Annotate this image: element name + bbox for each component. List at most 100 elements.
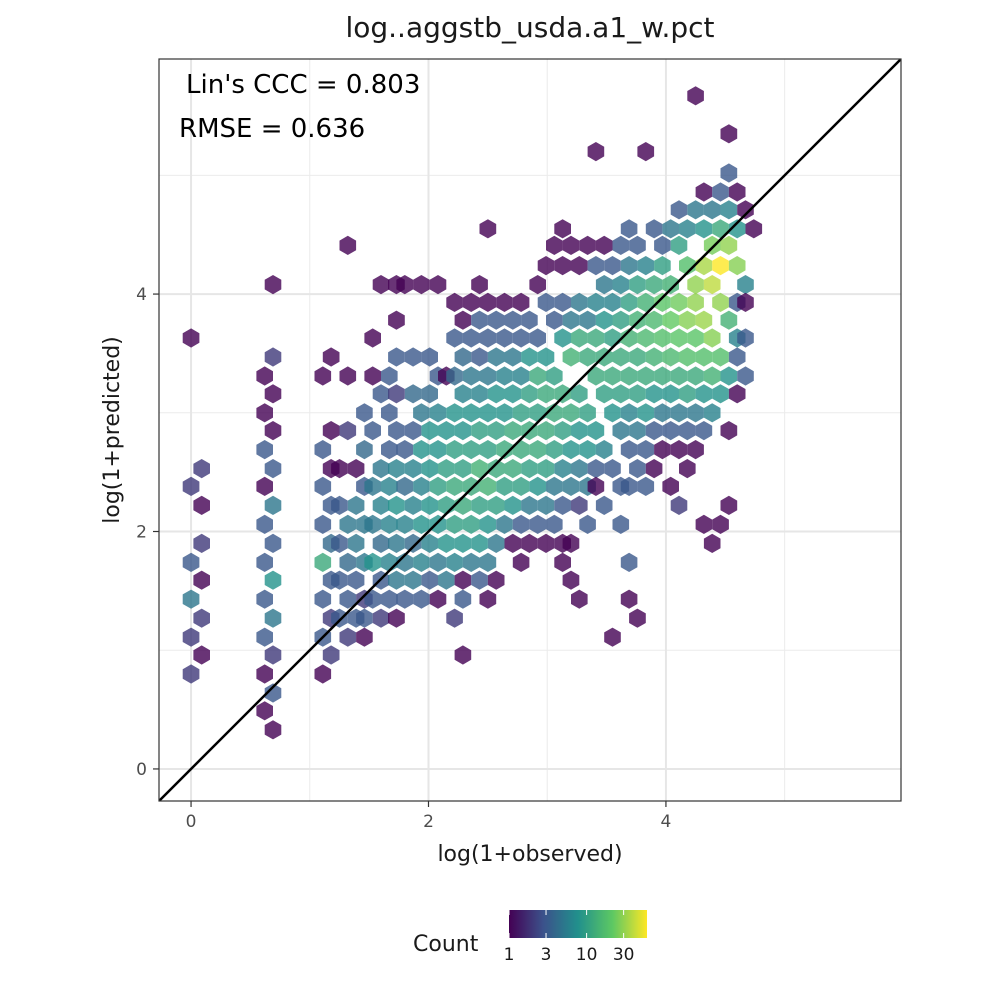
hexbin-cell — [264, 421, 282, 441]
hexbin-cell — [629, 275, 646, 295]
hexbin-cell — [537, 292, 555, 312]
hexbin-cell — [496, 514, 513, 534]
hexbin-cell — [264, 347, 282, 367]
hexbin-cell — [662, 275, 679, 295]
hexbin-cell — [454, 570, 472, 590]
legend-tick-label: 3 — [541, 945, 552, 965]
hexbin-cell — [679, 459, 696, 479]
hexbin-cell — [413, 440, 430, 460]
hexbin-cell — [579, 310, 596, 330]
hexbin-cell — [504, 533, 522, 553]
hexbin-cell — [372, 275, 390, 295]
hexbin-cell — [712, 182, 729, 202]
hexbin-cell — [471, 347, 488, 367]
hexbin-cell — [529, 366, 546, 386]
hexbin-cell — [454, 459, 472, 479]
hexbin-cell — [314, 476, 332, 496]
hexbin-cell — [429, 552, 447, 572]
hexbin-cell — [193, 608, 210, 628]
hexbin-cell — [737, 328, 754, 348]
hexbin-cell — [612, 235, 630, 255]
hexbin-cell — [571, 256, 588, 276]
chart-title: log..aggstb_usda.a1_w.pct — [345, 11, 714, 44]
hexbin-cell — [703, 200, 721, 220]
hexbin-cell — [331, 570, 348, 590]
hexbin-cell — [339, 627, 357, 647]
hexbin-cell — [679, 421, 696, 441]
hexbin-cell — [537, 384, 555, 404]
x-tick-label: 4 — [661, 812, 672, 832]
hexbin-cell — [446, 552, 463, 572]
color-legend: Count 1 3 10 30 — [413, 910, 647, 965]
hexbin-cell — [720, 163, 738, 183]
hexbin-cell — [193, 459, 210, 479]
hexbin-cell — [737, 275, 754, 295]
hexbin-cell — [462, 403, 480, 423]
hexbin-cell — [645, 219, 663, 239]
hexbin-cell — [546, 514, 563, 534]
hexbin-cell — [529, 476, 546, 496]
hexbin-cell — [620, 552, 638, 572]
hexbin-cell — [737, 366, 754, 386]
hexbin-cell — [264, 275, 282, 295]
hexbin-cell — [679, 219, 696, 239]
hexbin-cell — [413, 514, 430, 534]
hexbin-cell — [687, 366, 704, 386]
hexbin-cell — [356, 608, 373, 628]
hexbin-cell — [256, 701, 273, 721]
hexbin-cell — [381, 476, 398, 496]
hexbin-cell — [562, 570, 580, 590]
hexbin-cell — [703, 328, 721, 348]
legend-title: Count — [413, 932, 479, 957]
hexbin-cell — [745, 219, 763, 239]
hexbin-cell — [381, 514, 398, 534]
hexbin-cell — [529, 275, 546, 295]
hexbin-cell — [546, 440, 563, 460]
hexbin-cell — [264, 459, 282, 479]
hexbin-cell — [182, 476, 200, 496]
hexbin-cell — [487, 495, 505, 515]
hexbin-cell — [537, 533, 555, 553]
hexbin-cell — [687, 86, 704, 106]
hexbin-cell — [264, 683, 282, 703]
hexbin-cell — [388, 421, 405, 441]
hexbin-cell — [695, 421, 713, 441]
hexbin-cell — [256, 476, 273, 496]
hexbin-cell — [679, 256, 696, 276]
hexbin-cell — [679, 310, 696, 330]
hexbin-cell — [521, 384, 538, 404]
hexbin-cell — [396, 275, 414, 295]
hexbin-cell — [421, 495, 438, 515]
hexbin-cell — [720, 310, 738, 330]
hexbin-cell — [364, 421, 381, 441]
hexbin-cell — [512, 328, 530, 348]
hexbin-cell — [413, 589, 430, 609]
hexbin-cell — [679, 384, 696, 404]
hexbin-cell — [429, 275, 447, 295]
hexbin-cell — [521, 459, 538, 479]
hexbin-cell — [264, 570, 282, 590]
hexbin-cell — [546, 403, 563, 423]
hexbin-cell — [396, 589, 414, 609]
hexbin-cell — [331, 495, 348, 515]
hexbin-cell — [421, 533, 438, 553]
hexbin-cell — [637, 440, 655, 460]
hexbin-cell — [347, 495, 365, 515]
hexbin-cell — [256, 440, 273, 460]
hexbin-cell — [339, 421, 357, 441]
hexbin-cell — [496, 476, 513, 496]
hexbin-cell — [404, 459, 422, 479]
hexbin-cell — [381, 403, 398, 423]
hexbin-cell — [604, 403, 621, 423]
hexbin-cell — [471, 495, 488, 515]
hexbin-cell — [645, 421, 663, 441]
hexbin-cell — [314, 589, 332, 609]
ccc-annotation: Lin's CCC = 0.803 — [186, 70, 420, 100]
hexbin-cell — [620, 403, 638, 423]
hexbin-cell — [479, 219, 497, 239]
hexbin-cell — [604, 256, 621, 276]
hexbin-cell — [404, 421, 422, 441]
hexbin-cell — [720, 495, 738, 515]
hexbin-cell — [562, 476, 580, 496]
hexbin-cell — [587, 459, 605, 479]
